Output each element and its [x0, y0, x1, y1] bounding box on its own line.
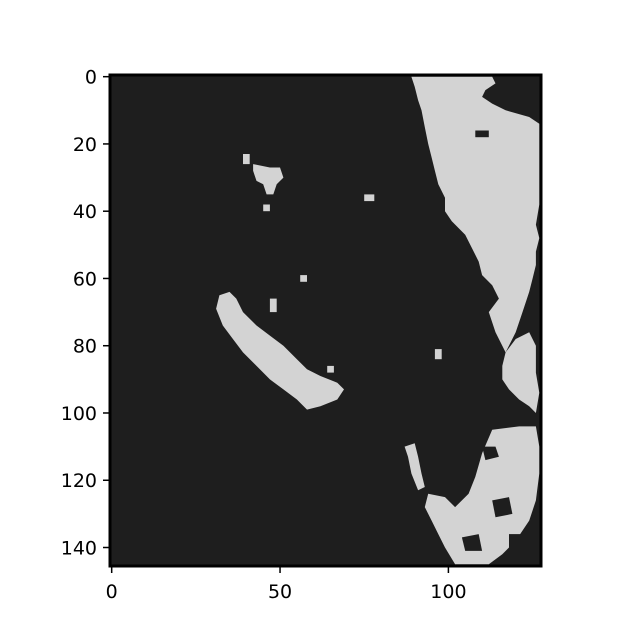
x-axis: 0 50 100	[106, 566, 467, 603]
mask-region-small-blob-c	[269, 298, 277, 313]
mask-region-bottom-right-mass	[424, 426, 540, 565]
mask-hole-4	[509, 534, 523, 551]
y-tick-label: 100	[61, 403, 97, 425]
mask-region-small-blob-d	[300, 275, 307, 282]
plot-frame	[108, 73, 543, 568]
mask-holes	[461, 130, 523, 551]
mask-region-small-blob-g	[263, 204, 270, 212]
plot-area	[108, 73, 543, 568]
y-tick-label: 40	[73, 201, 97, 223]
mask-hole-3	[461, 534, 483, 551]
y-tick-label: 60	[73, 268, 97, 290]
y-axis: 0 20 40 60 80 100 120 140	[61, 67, 110, 560]
mask-region-small-blob-b	[364, 194, 375, 202]
x-tick-label: 50	[268, 581, 292, 603]
x-tick-label: 0	[106, 581, 118, 603]
y-tick-label: 120	[61, 470, 97, 492]
mask-region-right-middle-strip	[502, 332, 540, 413]
mask-region-small-blob-f	[327, 365, 334, 373]
y-tick-label: 80	[73, 336, 97, 358]
mask-region-blob-upper-mid	[253, 164, 284, 195]
mask-region-left-of-bottom-streak	[404, 443, 425, 491]
x-tick-label: 100	[430, 581, 466, 603]
mask-region-small-blob-a	[243, 154, 250, 165]
mask-hole-5	[475, 130, 489, 138]
mask-region-small-blob-e	[434, 349, 442, 360]
mask-hole-1	[482, 446, 499, 461]
y-tick-label: 140	[61, 538, 97, 560]
mask-region-right-top-mass	[411, 76, 540, 353]
mask-hole-2	[492, 497, 513, 518]
y-tick-label: 20	[73, 134, 97, 156]
mask-region-diagonal-streak	[216, 291, 344, 410]
y-tick-label: 0	[85, 67, 97, 89]
mask-regions	[216, 76, 540, 565]
